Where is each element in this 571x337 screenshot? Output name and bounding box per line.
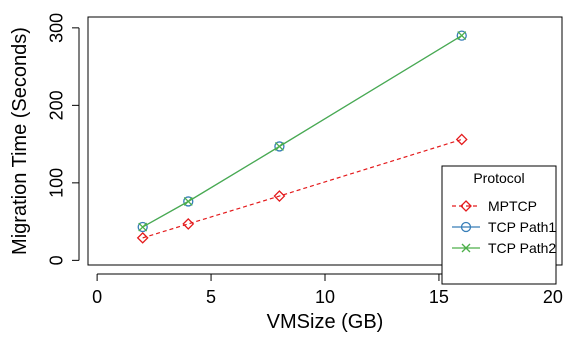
data-point-tcp-path1 bbox=[183, 196, 194, 207]
series-line-mptcp bbox=[142, 138, 462, 239]
legend-label: MPTCP bbox=[488, 198, 537, 214]
data-point-mptcp bbox=[273, 190, 286, 202]
data-point-mptcp bbox=[136, 231, 149, 244]
legend-marker bbox=[461, 243, 471, 253]
legend-marker bbox=[460, 221, 472, 233]
x-tick-label: 10 bbox=[315, 287, 335, 307]
series-layer bbox=[136, 30, 468, 244]
x-tick-label: 15 bbox=[429, 287, 449, 307]
data-point-tcp-path1 bbox=[137, 221, 148, 233]
y-axis-title: Migration Time (Seconds) bbox=[9, 27, 31, 255]
legend-label: TCP Path2 bbox=[488, 240, 556, 256]
data-point-tcp-path2 bbox=[274, 141, 284, 151]
data-point-tcp-path2 bbox=[183, 196, 193, 206]
x-tick-label: 0 bbox=[92, 287, 102, 307]
x-tick-label: 20 bbox=[543, 287, 563, 307]
legend-box bbox=[441, 165, 557, 285]
legend-marker bbox=[460, 200, 472, 212]
data-point-tcp-path2 bbox=[457, 31, 467, 41]
series-line-tcp-path2 bbox=[142, 35, 463, 228]
data-point-tcp-path1 bbox=[274, 141, 285, 152]
legend-items: MPTCP TCP Path1 TCP Path2 bbox=[452, 198, 556, 256]
series-tcp-path2 bbox=[138, 31, 467, 232]
data-point-tcp-path2 bbox=[138, 222, 148, 232]
legend-label: TCP Path1 bbox=[488, 219, 556, 235]
y-tick-label: 300 bbox=[46, 13, 66, 43]
data-point-tcp-path1 bbox=[456, 30, 467, 41]
y-tick-label: 0 bbox=[46, 255, 66, 265]
x-axis-title: VMSize (GB) bbox=[267, 311, 384, 333]
series-mptcp bbox=[136, 133, 468, 244]
y-tick-label: 100 bbox=[46, 168, 66, 198]
legend-item-tcp-path2: TCP Path2 bbox=[452, 240, 556, 256]
y-tick-label: 200 bbox=[46, 90, 66, 120]
plot-frame bbox=[87, 16, 563, 266]
legend: Protocol MPTCP TCP Path1 TCP Path2 bbox=[441, 165, 557, 285]
data-point-mptcp bbox=[182, 218, 195, 230]
x-tick-label: 5 bbox=[206, 287, 216, 307]
y-axis: 0 100 200 300 bbox=[46, 13, 80, 265]
legend-item-tcp-path1: TCP Path1 bbox=[452, 219, 556, 235]
data-point-mptcp bbox=[455, 133, 468, 146]
legend-item-mptcp: MPTCP bbox=[452, 198, 537, 214]
legend-title: Protocol bbox=[473, 170, 524, 186]
